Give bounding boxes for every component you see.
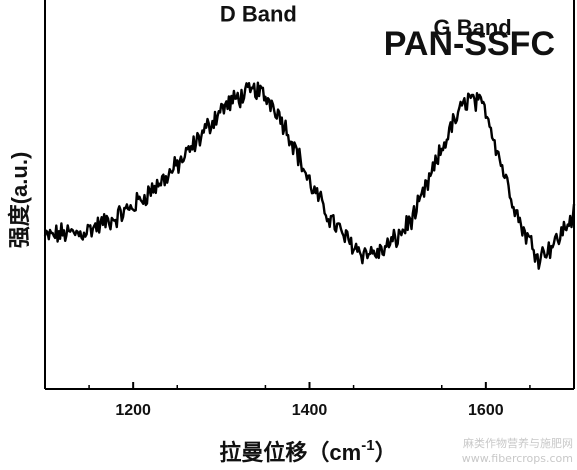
g-band-label: G Band	[433, 15, 511, 40]
watermark-line2: www.fibercrops.com	[462, 452, 573, 465]
x-axis-label-close: ）	[375, 440, 397, 465]
x-axis-label: 拉曼位移（cm-1）	[219, 437, 396, 465]
chart-title: PAN-SSFC	[384, 25, 555, 63]
watermark-line1: 麻类作物营养与施肥网	[463, 436, 573, 450]
spectrum-line	[43, 81, 576, 270]
x-tick-label-1400: 1400	[292, 402, 328, 419]
x-tick-label-1200: 1200	[115, 402, 151, 419]
y-axis-label: 强度(a.u.)	[7, 152, 32, 249]
x-axis-label-superscript: -1	[361, 437, 374, 454]
x-axis-label-main: 拉曼位移（cm	[219, 440, 361, 465]
x-tick-label-1600: 1600	[468, 402, 504, 419]
d-band-label: D Band	[220, 1, 297, 26]
